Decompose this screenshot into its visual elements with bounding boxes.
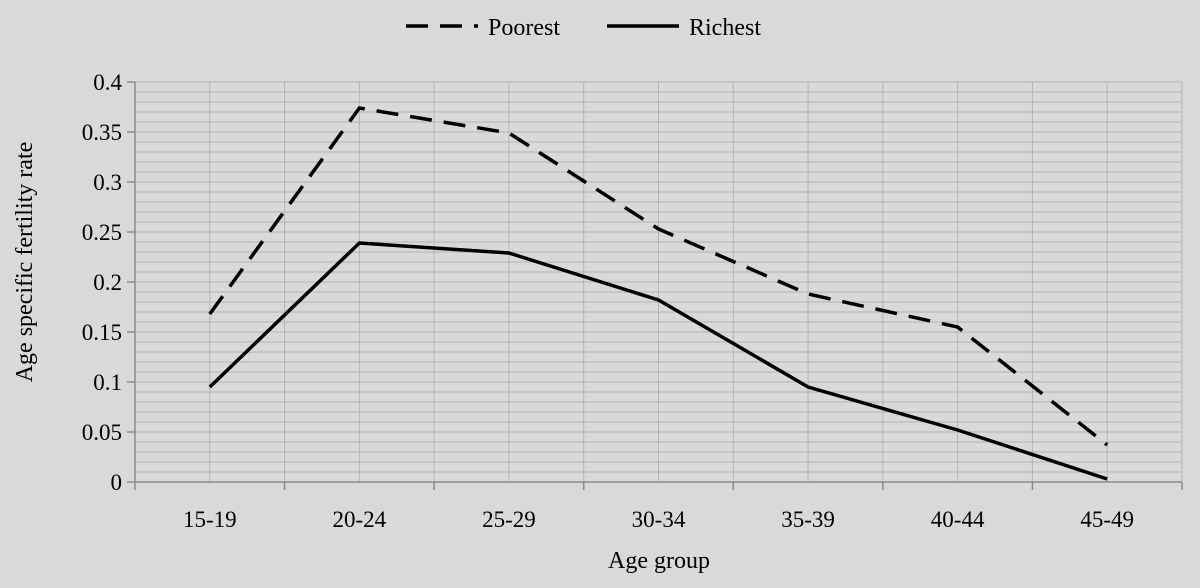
legend-label-poorest: Poorest xyxy=(488,15,560,41)
y-tick-label: 0.2 xyxy=(93,270,122,295)
x-tick-label: 25-29 xyxy=(482,507,536,532)
y-tick-label: 0.25 xyxy=(82,220,122,245)
y-tick-labels: 0 0.05 0.1 0.15 0.2 0.25 0.3 0.35 0.4 xyxy=(82,70,123,495)
series-lines xyxy=(208,106,1109,481)
y-tick-label: 0.05 xyxy=(82,420,122,445)
y-tick-label: 0 xyxy=(111,470,123,495)
y-axis-title: Age specific fertility rate xyxy=(12,142,38,383)
series-line-richest xyxy=(208,241,1108,481)
x-tick-label: 45-49 xyxy=(1080,507,1134,532)
x-tick-label: 15-19 xyxy=(183,507,237,532)
series-line-poorest xyxy=(208,106,1109,447)
x-tick-label: 20-24 xyxy=(333,507,387,532)
legend: Poorest Richest xyxy=(406,15,761,41)
x-tick-label: 35-39 xyxy=(781,507,835,532)
grid xyxy=(134,81,1183,483)
x-axis-title: Age group xyxy=(608,548,710,574)
y-tick-label: 0.1 xyxy=(93,370,122,395)
axes xyxy=(127,81,1183,490)
x-tick-labels: 15-19 20-24 25-29 30-34 35-39 40-44 45-49 xyxy=(183,507,1134,532)
y-tick-label: 0.3 xyxy=(93,170,122,195)
y-tick-label: 0.15 xyxy=(82,320,122,345)
y-tick-label: 0.35 xyxy=(82,120,122,145)
x-tick-label: 30-34 xyxy=(632,507,686,532)
x-tick-label: 40-44 xyxy=(931,507,985,532)
y-tick-label: 0.4 xyxy=(93,70,122,95)
legend-label-richest: Richest xyxy=(689,15,761,41)
